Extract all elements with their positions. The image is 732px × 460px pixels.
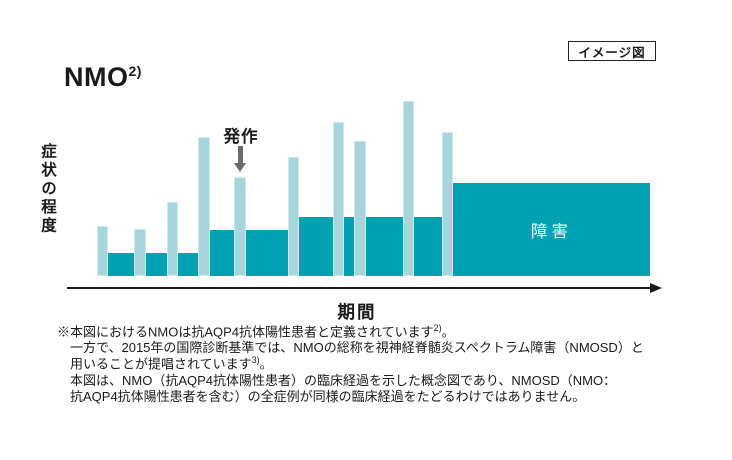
x-axis-arrowhead-icon bbox=[650, 282, 662, 293]
footnote-line: 一方で、2015年の国際診断基準では、NMOの総称を視神経脊髄炎スペクトラム障害… bbox=[70, 340, 644, 356]
attack-bar bbox=[97, 226, 108, 276]
footnote-line: ※本図におけるNMOは抗AQP4抗体陽性患者と定義されています2)。 bbox=[57, 323, 455, 340]
attack-bar bbox=[354, 141, 366, 276]
footnote-line: 抗AQP4抗体陽性患者を含む）の全症例が同様の臨床経過をたどるわけではありません… bbox=[70, 388, 586, 404]
x-axis-label: 期間 bbox=[337, 302, 377, 322]
chart-title-text: NMO bbox=[64, 62, 129, 92]
attack-bar bbox=[198, 137, 210, 276]
y-axis-label: 症状の程度 bbox=[39, 143, 56, 236]
footnote-line: 本図は、NMO（抗AQP4抗体陽性患者）の臨床経過を示した概念図であり、NMOS… bbox=[70, 372, 617, 388]
attack-bar bbox=[403, 101, 414, 276]
footnote-superscript: 3) bbox=[251, 355, 260, 366]
attack-annotation-label: 発作 bbox=[223, 128, 259, 146]
footnote-line: 用いることが提唱されています3)。 bbox=[70, 355, 273, 372]
disability-step bbox=[210, 230, 288, 276]
disability-step: 障害 bbox=[453, 183, 650, 276]
chart-title-superscript: 2) bbox=[128, 63, 142, 79]
attack-bar bbox=[134, 229, 146, 276]
chart-plot-area: 障害 bbox=[97, 101, 650, 276]
image-type-badge-label: イメージ図 bbox=[578, 45, 646, 60]
footnote-superscript: 2) bbox=[433, 323, 442, 333]
disability-step bbox=[108, 253, 198, 276]
chart-title: NMO2) bbox=[64, 62, 142, 93]
disability-step bbox=[299, 217, 442, 276]
down-arrow-icon bbox=[234, 163, 246, 172]
attack-bar bbox=[167, 202, 178, 276]
attack-bar bbox=[288, 157, 299, 276]
attack-bar bbox=[234, 177, 246, 276]
attack-bar bbox=[333, 122, 344, 276]
footnote-block: ※本図におけるNMOは抗AQP4抗体陽性患者と定義されています2)。 一方で、20… bbox=[57, 324, 702, 405]
image-type-badge: イメージ図 bbox=[568, 41, 656, 61]
disability-area-label: 障害 bbox=[531, 222, 572, 241]
down-arrow-icon bbox=[238, 146, 243, 164]
attack-bar bbox=[442, 132, 453, 276]
x-axis-line bbox=[67, 287, 652, 289]
